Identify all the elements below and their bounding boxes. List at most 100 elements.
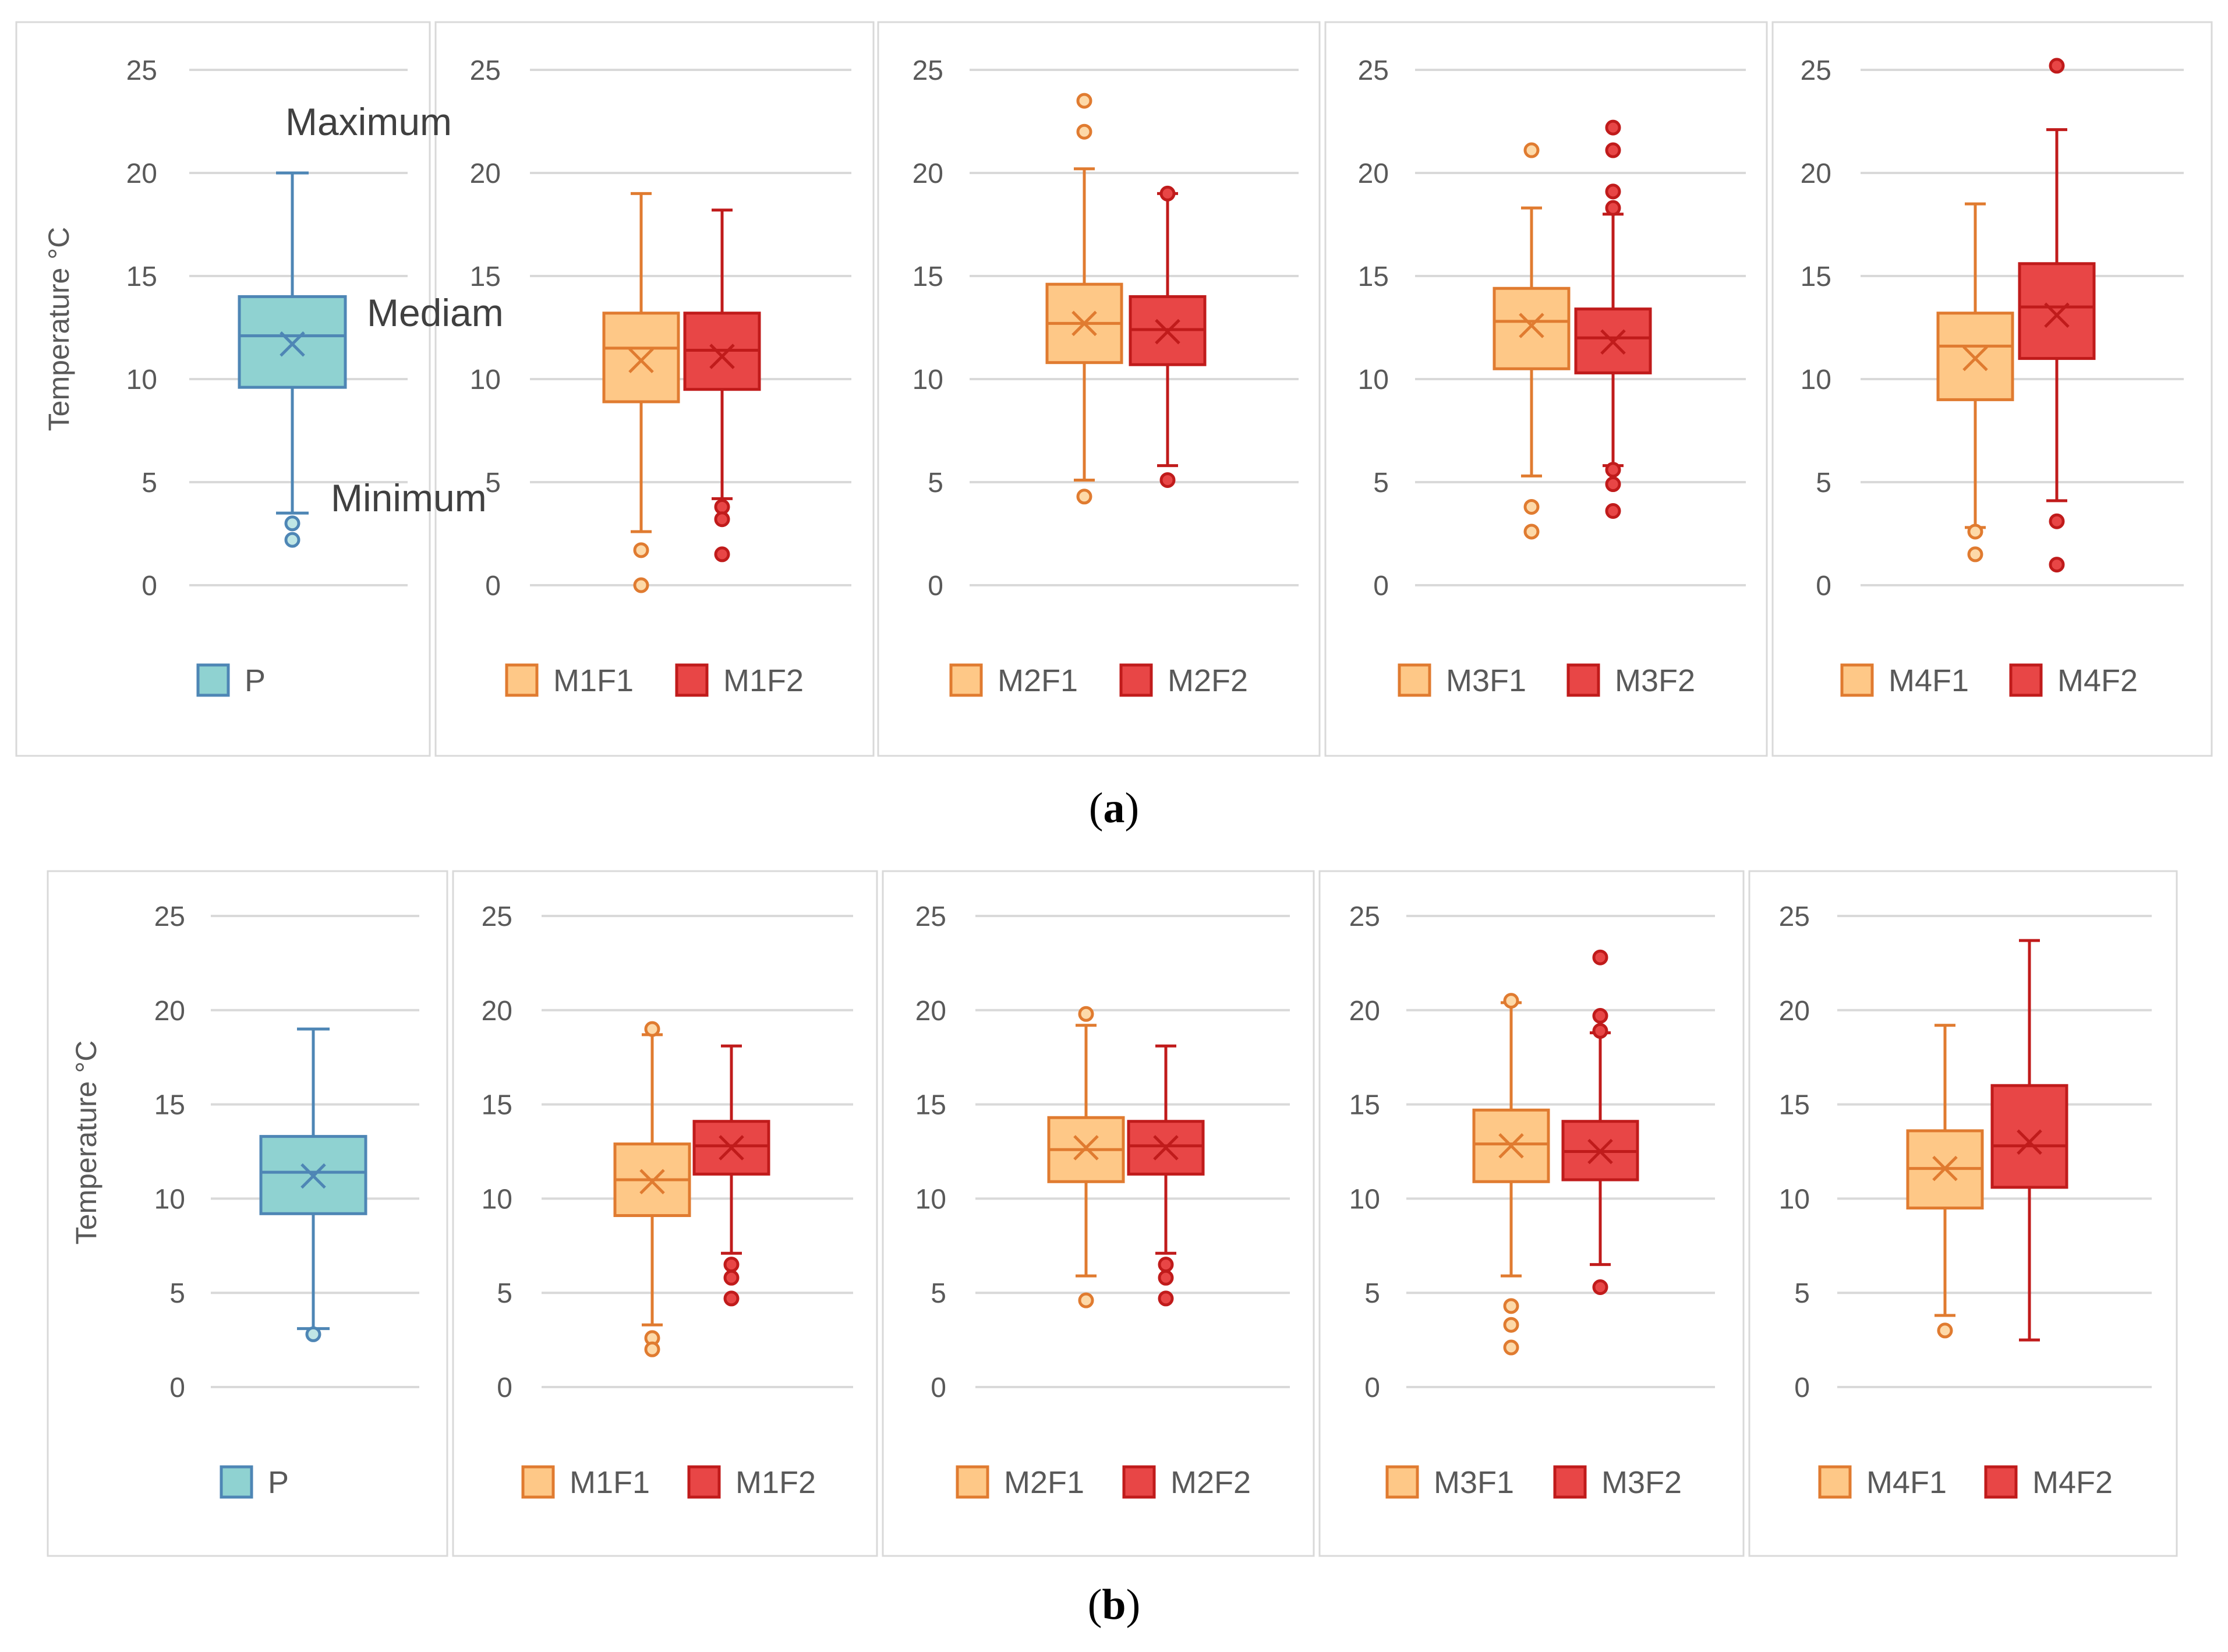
panel-0-2: 0 5 10 15 20 25 M2F1 M2F2 <box>877 21 1321 757</box>
box-M2F2 <box>1127 1044 1205 1307</box>
y-tick-label: 0 <box>1373 571 1389 602</box>
y-tick-label: 25 <box>1358 55 1389 86</box>
outlier-point <box>633 577 649 593</box>
outlier-point <box>633 542 649 558</box>
y-tick-label: 25 <box>915 901 946 932</box>
outlier-point <box>1503 1339 1519 1356</box>
panel-0-3: 0 5 10 15 20 25 M3F1 M3F2 <box>1324 21 1768 757</box>
y-tick-label: 10 <box>1779 1184 1810 1215</box>
y-tick-label: 5 <box>142 468 157 498</box>
outlier-point <box>1605 503 1621 519</box>
y-tick-label: 10 <box>1801 365 1831 395</box>
y-tick-label: 0 <box>1794 1372 1810 1403</box>
outlier-point <box>1937 1322 1953 1339</box>
panel-frame <box>1318 870 1745 1557</box>
legend-label: M1F2 <box>735 1465 816 1500</box>
outlier-point <box>1592 1008 1608 1024</box>
y-tick-label: 20 <box>913 158 943 189</box>
iqr-box <box>1493 286 1571 370</box>
mean-marker <box>1519 313 1544 338</box>
legend-swatch <box>1385 1465 1419 1499</box>
y-tick-label: 0 <box>142 571 157 602</box>
y-tick-label: 0 <box>1816 571 1831 602</box>
outlier-point <box>644 1021 660 1037</box>
legend-label: M3F1 <box>1434 1465 1514 1500</box>
outlier-point <box>1078 1006 1094 1022</box>
panel-0-0: 0 5 10 15 20 25 P <box>15 21 431 757</box>
annotation-minimum: Minimum <box>331 476 487 519</box>
box-M2F1 <box>1047 1006 1125 1308</box>
box-P <box>259 1027 367 1342</box>
annotation-maximum: Maximum <box>285 100 452 143</box>
box-M1F1 <box>613 1021 691 1357</box>
panel-frame <box>882 870 1315 1557</box>
legend-label: P <box>268 1465 289 1500</box>
y-tick-label: 20 <box>1779 996 1810 1027</box>
outlier-point <box>1076 93 1092 109</box>
box-M4F2 <box>2018 58 2096 573</box>
y-tick-label: 15 <box>126 261 157 292</box>
legend-label: M4F1 <box>1866 1465 1947 1500</box>
y-tick-label: 5 <box>485 468 501 498</box>
captions: (a)(b) <box>1088 784 1140 1629</box>
outlier-point <box>714 546 730 563</box>
legend-swatch <box>521 1465 555 1499</box>
figure-b: 0 5 10 15 20 25 P 0 5 10 15 20 25 M1F1 M1F2 0 5 10 15 20 25 M… <box>47 870 2178 1557</box>
box-M2F1 <box>1045 93 1123 505</box>
outlier-point <box>284 515 300 532</box>
y-tick-label: 15 <box>470 261 501 292</box>
y-tick-label: 15 <box>154 1090 185 1121</box>
y-tick-label: 0 <box>497 1372 512 1403</box>
outlier-point <box>1967 523 1983 540</box>
iqr-box <box>238 295 347 389</box>
annotation-mediam: Mediam <box>367 291 504 334</box>
outlier-point <box>1523 142 1540 158</box>
y-tick-label: 15 <box>1779 1090 1810 1121</box>
y-tick-label: 15 <box>915 1090 946 1121</box>
box-P <box>238 171 347 548</box>
y-tick-label: 25 <box>482 901 512 932</box>
legend-label: M3F1 <box>1446 663 1526 698</box>
legend-label: M3F2 <box>1615 663 1695 698</box>
outlier-point <box>723 1257 740 1273</box>
panel-1-2: 0 5 10 15 20 25 M2F1 M2F2 <box>882 870 1315 1557</box>
outlier-point <box>1158 1257 1174 1273</box>
panel-1-1: 0 5 10 15 20 25 M1F1 M1F2 <box>452 870 878 1557</box>
y-tick-label: 5 <box>1364 1278 1380 1309</box>
outlier-point <box>1076 123 1092 140</box>
y-tick-label: 5 <box>497 1278 512 1309</box>
box-M4F2 <box>1990 939 2068 1342</box>
caption-paren-open: ( <box>1089 784 1104 832</box>
y-tick-label: 15 <box>1349 1090 1380 1121</box>
outlier-point <box>1159 472 1176 488</box>
outlier-point <box>305 1326 321 1342</box>
legend-label: P <box>245 663 266 698</box>
y-tick-label: 25 <box>154 901 185 932</box>
y-tick-label: 10 <box>482 1184 512 1215</box>
outlier-point <box>1605 462 1621 478</box>
legend-swatch <box>1398 663 1431 697</box>
y-axis-title: Temperature °C <box>70 1041 102 1245</box>
y-tick-label: 0 <box>485 571 501 602</box>
outlier-point <box>1967 546 1983 563</box>
legend-label: M2F1 <box>1004 1465 1084 1500</box>
y-tick-label: 10 <box>154 1184 185 1215</box>
mean-marker <box>628 348 654 373</box>
y-tick-label: 20 <box>482 996 512 1027</box>
caption-letter: a <box>1104 784 1125 832</box>
legend-swatch <box>1566 663 1600 697</box>
outlier-point <box>1592 1279 1608 1295</box>
y-tick-label: 5 <box>1794 1278 1810 1309</box>
outlier-point <box>1158 1269 1174 1286</box>
outlier-point <box>1605 200 1621 216</box>
y-tick-label: 0 <box>1364 1372 1380 1403</box>
outlier-point <box>714 511 730 528</box>
panel-0-4: 0 5 10 15 20 25 M4F1 M4F2 <box>1771 21 2213 757</box>
outlier-point <box>1605 183 1621 200</box>
y-tick-label: 25 <box>1779 901 1810 932</box>
box-M2F2 <box>1129 185 1207 488</box>
mean-marker <box>1932 1155 1958 1181</box>
outlier-point <box>723 1290 740 1307</box>
mean-marker <box>719 1135 744 1161</box>
y-axis-title: Temperature °C <box>43 227 75 431</box>
